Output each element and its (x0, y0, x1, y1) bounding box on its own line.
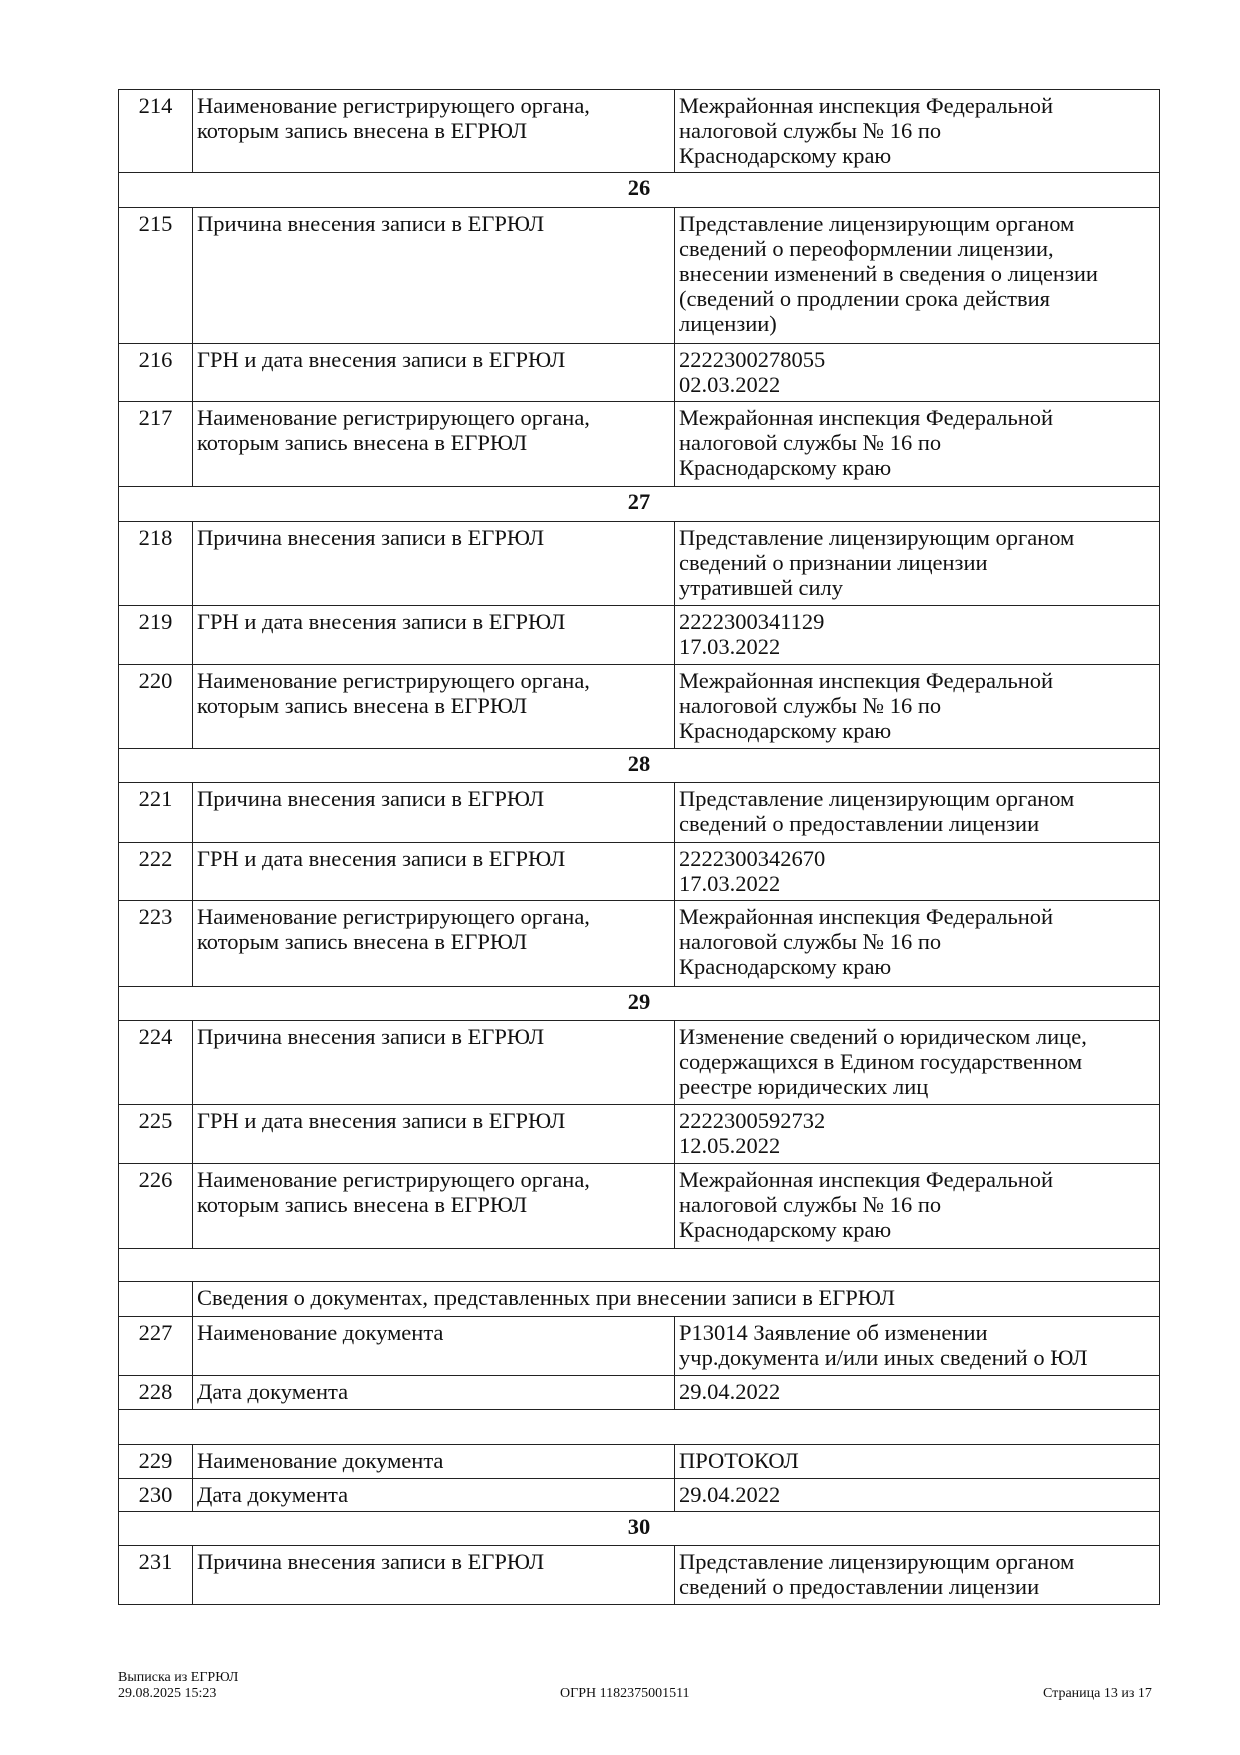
table-row: 215 Причина внесения записи в ЕГРЮЛ Предст… (118, 207, 1160, 344)
row-label: Наименование документа (192, 1444, 675, 1479)
row-value: 29.04.2022 (674, 1375, 1160, 1410)
table-row: 220 Наименование регистрирующего органа, … (118, 664, 1160, 749)
row-value: Представление лицензирующим органом свед… (674, 782, 1160, 843)
section-number: 29 (118, 986, 1160, 1021)
row-number: 222 (118, 842, 193, 901)
table-row: 226 Наименование регистрирующего органа, … (118, 1163, 1160, 1249)
section-header-row: 29 (118, 986, 1160, 1021)
section-number: 30 (118, 1511, 1160, 1546)
row-number: 217 (118, 401, 193, 487)
table-row: 230 Дата документа 29.04.2022 (118, 1478, 1160, 1512)
table-row: 219 ГРН и дата внесения записи в ЕГРЮЛ 222… (118, 605, 1160, 665)
blank-row (118, 1248, 1160, 1282)
footer-left: Выписка из ЕГРЮЛ 29.08.2025 15:23 (118, 1670, 238, 1702)
table-row: 229 Наименование документа ПРОТОКОЛ (118, 1444, 1160, 1479)
row-value: Изменение сведений о юридическом лице, с… (674, 1020, 1160, 1105)
row-value: Межрайонная инспекция Федеральной налого… (674, 664, 1160, 749)
row-label: Наименование документа (192, 1316, 675, 1376)
row-number: 223 (118, 900, 193, 987)
row-number: 224 (118, 1020, 193, 1105)
table-row: 223 Наименование регистрирующего органа, … (118, 900, 1160, 987)
table-row: 217 Наименование регистрирующего органа, … (118, 401, 1160, 487)
table-row: 216 ГРН и дата внесения записи в ЕГРЮЛ 222… (118, 343, 1160, 402)
footer-ogrn: ОГРН 1182375001511 (560, 1686, 690, 1701)
table-row: 222 ГРН и дата внесения записи в ЕГРЮЛ 222… (118, 842, 1160, 901)
row-label: Причина внесения записи в ЕГРЮЛ (192, 1545, 675, 1605)
row-number: 214 (118, 89, 193, 173)
row-label: Наименование регистрирующего органа, кот… (192, 900, 675, 987)
table-row: 228 Дата документа 29.04.2022 (118, 1375, 1160, 1410)
section-header-row: 30 (118, 1511, 1160, 1546)
blank-cell (118, 1248, 1160, 1282)
blank-cell (118, 1409, 1160, 1445)
section-header-row: 27 (118, 486, 1160, 522)
blank-row (118, 1409, 1160, 1445)
row-number: 230 (118, 1478, 193, 1512)
row-label: Наименование регистрирующего органа, кот… (192, 664, 675, 749)
row-number: 216 (118, 343, 193, 402)
table-row: 231 Причина внесения записи в ЕГРЮЛ Предст… (118, 1545, 1160, 1605)
subheader-title: Сведения о документах, представленных пр… (192, 1281, 1160, 1317)
row-value: Межрайонная инспекция Федеральной налого… (674, 1163, 1160, 1249)
row-value: 2222300342670 17.03.2022 (674, 842, 1160, 901)
section-number: 28 (118, 748, 1160, 783)
row-value: Межрайонная инспекция Федеральной налого… (674, 900, 1160, 987)
row-number: 220 (118, 664, 193, 749)
footer-page-number: Страница 13 из 17 (1043, 1686, 1152, 1701)
footer-doc-title: Выписка из ЕГРЮЛ (118, 1670, 239, 1685)
row-number: 226 (118, 1163, 193, 1249)
section-number: 26 (118, 172, 1160, 208)
table-row: 225 ГРН и дата внесения записи в ЕГРЮЛ 222… (118, 1104, 1160, 1164)
row-label: ГРН и дата внесения записи в ЕГРЮЛ (192, 1104, 675, 1164)
row-value: 2222300592732 12.05.2022 (674, 1104, 1160, 1164)
row-value: Межрайонная инспекция Федеральной налого… (674, 89, 1160, 173)
section-number: 27 (118, 486, 1160, 522)
row-label: Наименование регистрирующего органа, кот… (192, 1163, 675, 1249)
row-label: Причина внесения записи в ЕГРЮЛ (192, 521, 675, 606)
row-label: Причина внесения записи в ЕГРЮЛ (192, 207, 675, 344)
row-label: Причина внесения записи в ЕГРЮЛ (192, 1020, 675, 1105)
subheader-row: Сведения о документах, представленных пр… (118, 1281, 1160, 1317)
row-value: Представление лицензирующим органом свед… (674, 521, 1160, 606)
row-value: ПРОТОКОЛ (674, 1444, 1160, 1479)
row-number: 221 (118, 782, 193, 843)
row-value: Представление лицензирующим органом свед… (674, 207, 1160, 344)
row-value: Межрайонная инспекция Федеральной налого… (674, 401, 1160, 487)
table-row: 227 Наименование документа Р13014 Заявлени… (118, 1316, 1160, 1376)
row-value: Представление лицензирующим органом свед… (674, 1545, 1160, 1605)
row-label: Дата документа (192, 1478, 675, 1512)
footer-datetime: 29.08.2025 15:23 (118, 1686, 217, 1701)
row-number: 215 (118, 207, 193, 344)
row-value: 2222300341129 17.03.2022 (674, 605, 1160, 665)
row-number-empty (118, 1281, 193, 1317)
row-number: 225 (118, 1104, 193, 1164)
row-label: ГРН и дата внесения записи в ЕГРЮЛ (192, 343, 675, 402)
row-number: 228 (118, 1375, 193, 1410)
row-number: 229 (118, 1444, 193, 1479)
row-value: 29.04.2022 (674, 1478, 1160, 1512)
row-label: Наименование регистрирующего органа, кот… (192, 89, 675, 173)
row-number: 227 (118, 1316, 193, 1376)
row-value: Р13014 Заявление об изменении учр.докуме… (674, 1316, 1160, 1376)
table-row: 221 Причина внесения записи в ЕГРЮЛ Предст… (118, 782, 1160, 843)
table-row: 214 Наименование регистрирующего органа, … (118, 89, 1160, 173)
table-row: 224 Причина внесения записи в ЕГРЮЛ Измене… (118, 1020, 1160, 1105)
row-number: 219 (118, 605, 193, 665)
table-row: 218 Причина внесения записи в ЕГРЮЛ Предст… (118, 521, 1160, 606)
row-label: ГРН и дата внесения записи в ЕГРЮЛ (192, 842, 675, 901)
row-number: 231 (118, 1545, 193, 1605)
row-number: 218 (118, 521, 193, 606)
section-header-row: 26 (118, 172, 1160, 208)
row-label: Причина внесения записи в ЕГРЮЛ (192, 782, 675, 843)
section-header-row: 28 (118, 748, 1160, 783)
row-value: 2222300278055 02.03.2022 (674, 343, 1160, 402)
egrul-table: 214 Наименование регистрирующего органа, … (118, 89, 1160, 1605)
row-label: Дата документа (192, 1375, 675, 1410)
row-label: Наименование регистрирующего органа, кот… (192, 401, 675, 487)
row-label: ГРН и дата внесения записи в ЕГРЮЛ (192, 605, 675, 665)
